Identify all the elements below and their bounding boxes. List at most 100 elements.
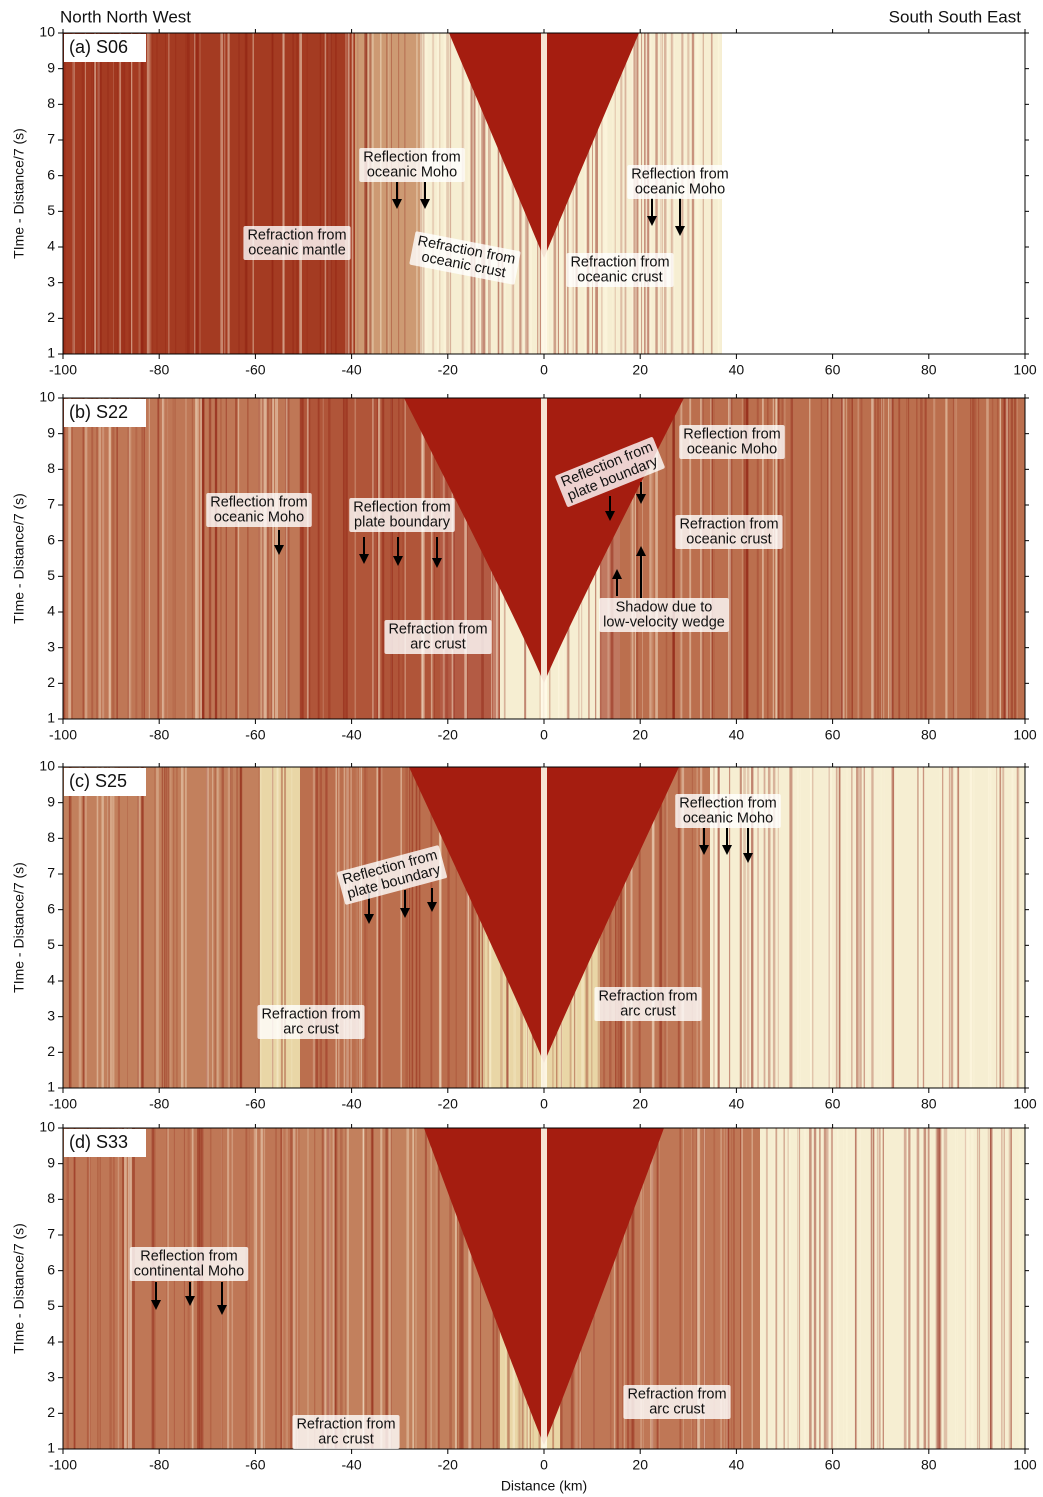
trace bbox=[322, 1128, 325, 1449]
trace bbox=[292, 33, 293, 354]
x-tick-label: -80 bbox=[149, 1096, 169, 1112]
annotation: Refraction fromoceanic crust bbox=[675, 515, 782, 549]
trace bbox=[416, 33, 418, 354]
trace bbox=[1002, 767, 1003, 1088]
trace bbox=[97, 767, 99, 1088]
panel: -100-80-60-40-2002040608010012345678910T… bbox=[11, 389, 1037, 743]
panel-title: (a) S06 bbox=[69, 37, 128, 57]
trace bbox=[74, 1128, 76, 1449]
x-tick-label: 20 bbox=[632, 1096, 648, 1112]
trace bbox=[164, 767, 166, 1088]
trace bbox=[118, 767, 120, 1088]
annotation-text: oceanic crust bbox=[686, 531, 771, 547]
trace bbox=[232, 1128, 234, 1449]
trace bbox=[83, 767, 84, 1088]
trace bbox=[666, 398, 668, 719]
y-tick-label: 5 bbox=[47, 1297, 55, 1313]
x-tick-label: -20 bbox=[438, 1096, 458, 1112]
trace bbox=[299, 33, 302, 354]
annotation-text: Reflection from bbox=[683, 426, 781, 442]
trace bbox=[843, 398, 844, 719]
trace bbox=[192, 398, 193, 719]
trace bbox=[1011, 767, 1013, 1088]
trace bbox=[881, 398, 882, 719]
trace bbox=[192, 1128, 194, 1449]
y-tick-label: 6 bbox=[47, 900, 55, 916]
trace bbox=[359, 767, 360, 1088]
y-tick-label: 8 bbox=[47, 1190, 55, 1206]
trace bbox=[366, 33, 367, 354]
annotation: Refraction fromarc crust bbox=[594, 987, 701, 1021]
trace bbox=[992, 398, 993, 719]
trace bbox=[167, 1128, 168, 1449]
trace bbox=[429, 33, 431, 354]
trace bbox=[247, 398, 249, 719]
trace bbox=[848, 398, 850, 719]
trace bbox=[925, 398, 927, 719]
trace bbox=[94, 33, 96, 354]
trace bbox=[181, 767, 184, 1088]
trace bbox=[129, 1128, 131, 1449]
x-tick-label: 20 bbox=[632, 1457, 648, 1473]
trace bbox=[296, 33, 297, 354]
trace bbox=[170, 767, 171, 1088]
trace bbox=[1002, 398, 1004, 719]
seismic-image bbox=[63, 1128, 1025, 1449]
x-tick-label: 60 bbox=[825, 362, 841, 378]
y-tick-label: 8 bbox=[47, 829, 55, 845]
trace bbox=[113, 1128, 115, 1449]
trace bbox=[871, 1128, 872, 1449]
trace bbox=[109, 1128, 111, 1449]
trace bbox=[463, 33, 465, 354]
trace bbox=[168, 33, 169, 354]
trace bbox=[307, 33, 308, 354]
trace bbox=[176, 767, 178, 1088]
trace bbox=[117, 33, 118, 354]
trace bbox=[859, 767, 862, 1088]
trace bbox=[320, 767, 322, 1088]
trace bbox=[113, 767, 115, 1088]
annotation-text: Refraction from bbox=[627, 1386, 726, 1402]
trace bbox=[318, 398, 320, 719]
y-tick-label: 5 bbox=[47, 202, 55, 218]
trace bbox=[201, 1128, 203, 1449]
trace bbox=[293, 1128, 296, 1449]
trace bbox=[284, 767, 286, 1088]
trace bbox=[673, 398, 675, 719]
x-tick-label: 40 bbox=[729, 1457, 745, 1473]
trace bbox=[955, 767, 958, 1088]
x-tick-label: -40 bbox=[341, 727, 361, 743]
trace bbox=[72, 398, 73, 719]
trace bbox=[286, 1128, 288, 1449]
y-axis-label: TIme - Distance/7 (s) bbox=[11, 128, 27, 259]
trace bbox=[352, 33, 354, 354]
trace bbox=[271, 398, 272, 719]
trace bbox=[827, 398, 828, 719]
trace bbox=[988, 1128, 989, 1449]
trace bbox=[438, 1128, 439, 1449]
trace bbox=[220, 33, 223, 354]
trace bbox=[302, 398, 304, 719]
trace bbox=[167, 398, 168, 719]
trace bbox=[372, 1128, 373, 1449]
x-tick-label: -100 bbox=[49, 362, 77, 378]
trace bbox=[831, 1128, 833, 1449]
annotation: Reflection fromoceanic Moho bbox=[359, 148, 465, 182]
trace bbox=[366, 1128, 367, 1449]
trace bbox=[184, 1128, 185, 1449]
y-tick-label: 2 bbox=[47, 309, 55, 325]
trace bbox=[846, 398, 847, 719]
trace bbox=[830, 767, 832, 1088]
trace bbox=[240, 767, 242, 1088]
panel: -100-80-60-40-2002040608010012345678910T… bbox=[11, 1119, 1037, 1494]
trace bbox=[766, 1128, 768, 1449]
panel-title: (d) S33 bbox=[69, 1132, 128, 1152]
trace bbox=[102, 398, 104, 719]
y-tick-label: 1 bbox=[47, 1079, 55, 1095]
x-tick-label: -100 bbox=[49, 1457, 77, 1473]
trace bbox=[625, 33, 627, 354]
trace bbox=[837, 1128, 838, 1449]
trace bbox=[908, 1128, 909, 1449]
trace bbox=[245, 1128, 247, 1449]
x-tick-label: 60 bbox=[825, 727, 841, 743]
